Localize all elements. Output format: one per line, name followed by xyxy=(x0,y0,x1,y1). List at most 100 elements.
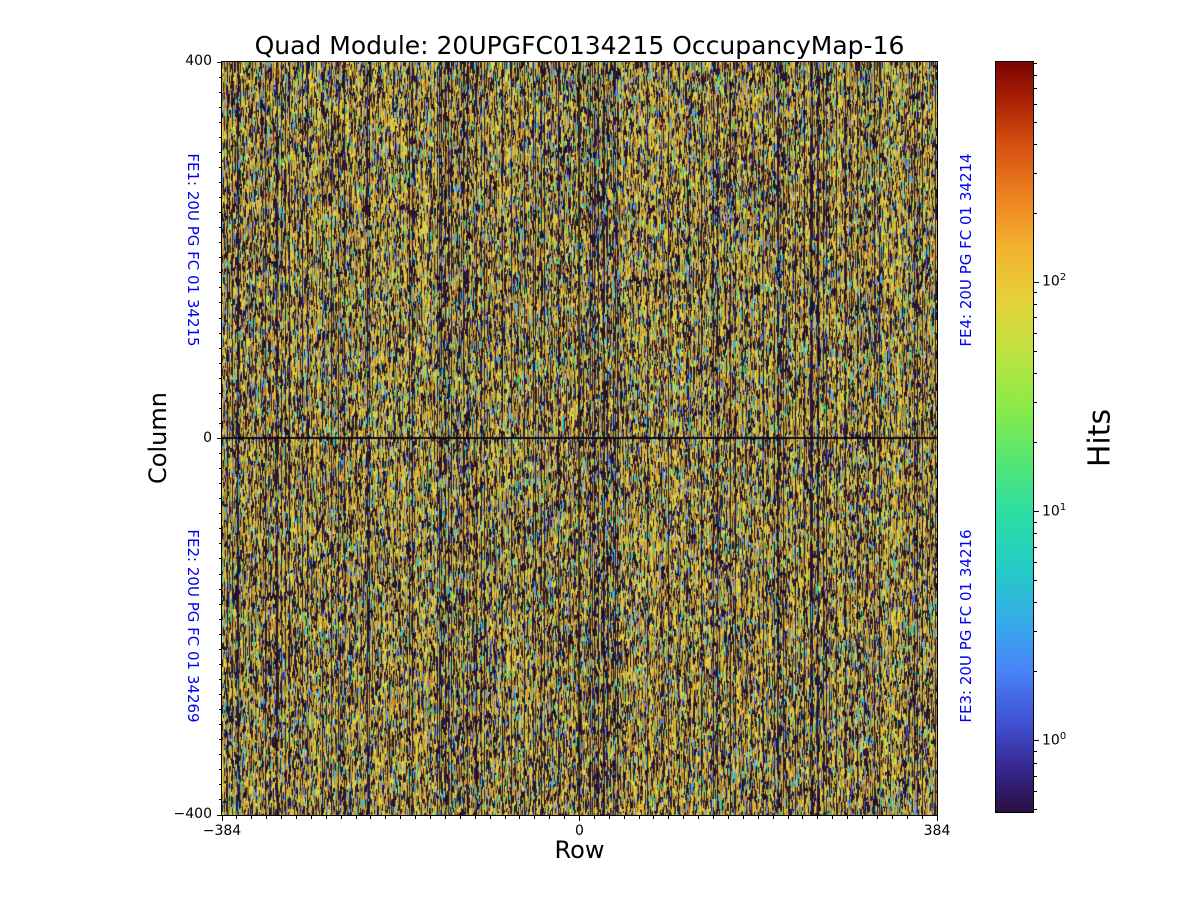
x-minor-tick xyxy=(713,816,715,819)
x-minor-tick xyxy=(906,816,908,819)
colorbar-minor-tick xyxy=(1034,631,1037,633)
y-minor-tick xyxy=(218,332,221,334)
x-minor-tick xyxy=(281,816,283,819)
y-minor-tick xyxy=(218,166,221,168)
x-minor-tick xyxy=(430,816,432,819)
x-minor-tick xyxy=(623,816,625,819)
y-minor-tick xyxy=(218,392,221,394)
x-minor-tick xyxy=(295,816,297,819)
y-minor-tick xyxy=(218,678,221,680)
colorbar-minor-tick xyxy=(1034,562,1037,564)
colorbar-minor-tick xyxy=(1034,63,1037,65)
colorbar-minor-tick xyxy=(1034,212,1037,214)
colorbar-minor-tick xyxy=(1034,791,1037,793)
x-minor-tick xyxy=(310,816,312,819)
x-minor-tick xyxy=(385,816,387,819)
y-major-tick xyxy=(216,438,221,439)
colorbar-minor-tick xyxy=(1034,580,1037,582)
x-minor-tick xyxy=(921,816,923,819)
y-minor-tick xyxy=(218,121,221,123)
x-minor-tick xyxy=(668,816,670,819)
y-minor-tick xyxy=(218,151,221,153)
x-minor-tick xyxy=(504,816,506,819)
colorbar-minor-tick xyxy=(1034,546,1037,548)
colorbar-minor-tick xyxy=(1034,103,1037,105)
colorbar-minor-tick xyxy=(1034,521,1037,523)
x-tick-label: 0 xyxy=(575,823,584,839)
colorbar-tick-label: 102 xyxy=(1042,272,1067,291)
y-minor-tick xyxy=(218,784,221,786)
x-minor-tick xyxy=(772,816,774,819)
fe1-chip-label: FE1: 20U PG FC 01 34215 xyxy=(184,153,202,347)
y-minor-tick xyxy=(218,257,221,259)
y-minor-tick xyxy=(218,754,221,756)
x-minor-tick xyxy=(355,816,357,819)
fe3-chip-label: FE3: 20U PG FC 01 34216 xyxy=(957,529,975,723)
colorbar-minor-tick xyxy=(1034,143,1037,145)
y-minor-tick xyxy=(218,362,221,364)
colorbar-minor-tick xyxy=(1034,332,1037,334)
y-minor-tick xyxy=(218,422,221,424)
x-minor-tick xyxy=(415,816,417,819)
y-minor-tick xyxy=(218,528,221,530)
x-minor-tick xyxy=(444,816,446,819)
y-minor-tick xyxy=(218,739,221,741)
colorbar-minor-tick xyxy=(1034,775,1037,777)
x-minor-tick xyxy=(325,816,327,819)
colorbar-minor-tick xyxy=(1034,172,1037,174)
colorbar-gradient xyxy=(996,62,1033,812)
y-minor-tick xyxy=(218,347,221,349)
colorbar-label: Hits xyxy=(1082,408,1118,468)
colorbar-tick-label: 100 xyxy=(1042,730,1067,749)
x-minor-tick xyxy=(549,816,551,819)
x-minor-tick xyxy=(459,816,461,819)
y-minor-tick xyxy=(218,468,221,470)
y-minor-tick xyxy=(218,769,221,771)
y-minor-tick xyxy=(218,197,221,199)
y-minor-tick xyxy=(218,588,221,590)
x-minor-tick xyxy=(817,816,819,819)
y-minor-tick xyxy=(218,272,221,274)
y-minor-tick xyxy=(218,709,221,711)
colorbar-minor-tick xyxy=(1034,442,1037,444)
colorbar-minor-tick xyxy=(1034,373,1037,375)
y-minor-tick xyxy=(218,242,221,244)
x-minor-tick xyxy=(847,816,849,819)
colorbar-minor-tick xyxy=(1034,750,1037,752)
colorbar-minor-tick xyxy=(1034,121,1037,123)
x-minor-tick xyxy=(564,816,566,819)
y-minor-tick xyxy=(218,483,221,485)
x-minor-tick xyxy=(876,816,878,819)
x-minor-tick xyxy=(891,816,893,819)
x-major-tick xyxy=(936,816,938,821)
colorbar-minor-tick xyxy=(1034,533,1037,535)
colorbar-tick-label: 101 xyxy=(1042,501,1067,520)
y-minor-tick xyxy=(218,136,221,138)
x-minor-tick xyxy=(489,816,491,819)
y-minor-tick xyxy=(218,558,221,560)
x-minor-tick xyxy=(862,816,864,819)
y-major-tick xyxy=(216,814,221,816)
colorbar-minor-tick xyxy=(1034,350,1037,352)
y-minor-tick xyxy=(218,498,221,500)
y-minor-tick xyxy=(218,799,221,801)
y-minor-tick xyxy=(218,648,221,650)
x-minor-tick xyxy=(236,816,238,819)
x-major-tick xyxy=(579,816,580,821)
y-minor-tick xyxy=(218,181,221,183)
x-minor-tick xyxy=(266,816,268,819)
y-minor-tick xyxy=(218,573,221,575)
colorbar-minor-tick xyxy=(1034,602,1037,604)
plot-area xyxy=(221,61,938,816)
x-minor-tick xyxy=(757,816,759,819)
x-tick-label: 384 xyxy=(923,823,951,839)
colorbar-minor-tick xyxy=(1034,292,1037,294)
x-minor-tick xyxy=(370,816,372,819)
y-minor-tick xyxy=(218,317,221,319)
x-minor-tick xyxy=(787,816,789,819)
y-minor-tick xyxy=(218,603,221,605)
x-axis-label: Row xyxy=(554,836,605,864)
x-minor-tick xyxy=(653,816,655,819)
y-major-tick xyxy=(216,61,221,63)
colorbar-minor-tick xyxy=(1034,317,1037,319)
